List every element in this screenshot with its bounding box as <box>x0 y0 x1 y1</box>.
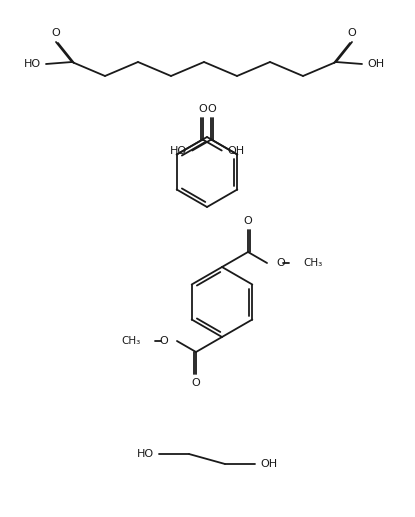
Text: O: O <box>276 258 285 268</box>
Text: O: O <box>159 336 168 346</box>
Text: OH: OH <box>367 59 385 69</box>
Text: O: O <box>198 103 207 114</box>
Text: HO: HO <box>170 145 187 156</box>
Text: CH₃: CH₃ <box>303 258 322 268</box>
Text: OH: OH <box>227 145 244 156</box>
Text: O: O <box>192 378 200 388</box>
Text: HO: HO <box>23 59 41 69</box>
Text: O: O <box>51 28 60 38</box>
Text: HO: HO <box>137 449 154 459</box>
Text: CH₃: CH₃ <box>122 336 141 346</box>
Text: O: O <box>348 28 356 38</box>
Text: O: O <box>207 103 216 114</box>
Text: O: O <box>244 216 252 226</box>
Text: OH: OH <box>261 459 278 469</box>
